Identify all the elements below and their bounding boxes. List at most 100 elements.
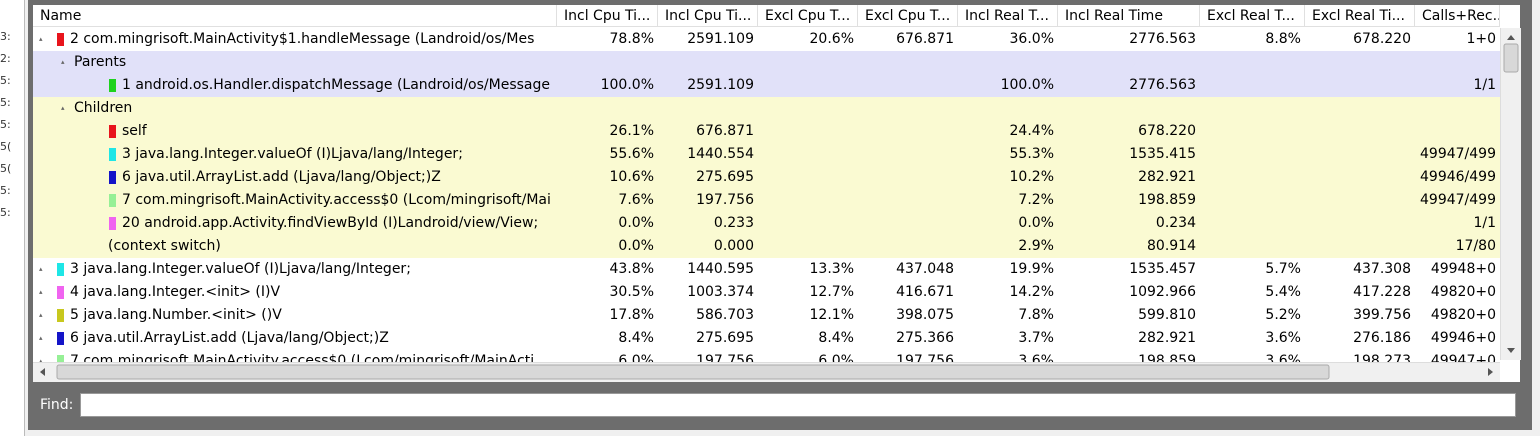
table-row[interactable]: 3 java.lang.Integer.valueOf (I)Ljava/lan… (33, 143, 1500, 166)
expander[interactable]: ▴ (39, 357, 43, 365)
cell-value: 17/80 (1455, 238, 1496, 254)
table-row[interactable]: ▴ 2 com.mingrisoft.MainActivity$1.handleM… (33, 28, 1500, 51)
color-swatch (109, 217, 116, 230)
scrollbar-graphics (40, 364, 1493, 380)
cell-value: 3.6% (1265, 330, 1301, 346)
color-swatch (109, 79, 116, 92)
cell-value: 30.5% (609, 284, 654, 300)
color-swatch (109, 194, 116, 207)
table-row[interactable]: ▴ 5 java.lang.Number.<init> ()V 17.8% 586.7… (33, 304, 1500, 327)
column-header[interactable]: Incl Cpu Ti... (658, 5, 758, 27)
cell-value: 19.9% (1009, 261, 1054, 277)
column-header[interactable]: Incl Cpu Ti... (557, 5, 658, 27)
gutter-text: 5( (0, 140, 12, 153)
cell-value: 2591.109 (687, 31, 754, 47)
cell-value: 10.2% (1009, 169, 1054, 185)
expander[interactable]: ▴ (39, 311, 43, 319)
cell-value: 1/1 (1473, 77, 1496, 93)
column-header[interactable]: Excl Cpu T... (858, 5, 958, 27)
cell-value: 282.921 (1138, 169, 1196, 185)
scrollbar-graphics (1503, 35, 1519, 353)
cell-value: 2776.563 (1129, 31, 1196, 47)
cell-value: 1003.374 (687, 284, 754, 300)
table-row[interactable]: 1 android.os.Handler.dispatchMessage (La… (33, 74, 1500, 97)
color-swatch (57, 263, 64, 276)
cell-value: 0.0% (618, 238, 654, 254)
column-header[interactable]: Calls+Rec... (1415, 5, 1500, 27)
column-header[interactable]: Incl Real T... (958, 5, 1058, 27)
cell-value: 49820+0 (1430, 307, 1496, 323)
table-row[interactable]: ▴ 3 java.lang.Integer.valueOf (I)Ljava/la… (33, 258, 1500, 281)
scroll-down-arrow[interactable] (1507, 348, 1515, 353)
cell-value: 1440.595 (687, 261, 754, 277)
scroll-up-arrow[interactable] (1507, 35, 1515, 40)
method-name: 3 java.lang.Integer.valueOf (I)Ljava/lan… (70, 261, 411, 277)
expander[interactable]: ▴ (61, 104, 65, 112)
method-name: 20 android.app.Activity.findViewById (I)… (122, 215, 539, 231)
column-header[interactable]: Excl Real Ti... (1305, 5, 1415, 27)
expander[interactable]: ▴ (39, 35, 43, 43)
cell-value: 8.4% (818, 330, 854, 346)
gutter-text: 5: (0, 96, 11, 109)
cell-value: 678.220 (1353, 31, 1411, 47)
scroll-thumb[interactable] (56, 364, 1330, 380)
expander[interactable]: ▴ (61, 58, 65, 66)
cell-value: 36.0% (1009, 31, 1054, 47)
cell-value: 275.366 (896, 330, 954, 346)
method-name: 5 java.lang.Number.<init> ()V (70, 307, 282, 323)
scroll-right-arrow[interactable] (1488, 368, 1493, 376)
cell-value: 49820+0 (1430, 284, 1496, 300)
table-row[interactable]: ▴ Parents (33, 51, 1500, 74)
expander[interactable]: ▴ (39, 288, 43, 296)
scroll-left-arrow[interactable] (40, 368, 45, 376)
cell-value: 12.1% (809, 307, 854, 323)
method-name: 7 com.mingrisoft.MainActivity.access$0 (… (122, 192, 551, 208)
cell-value: 0.000 (713, 238, 754, 254)
cell-value: 1535.457 (1129, 261, 1196, 277)
table-row[interactable]: 7 com.mingrisoft.MainActivity.access$0 (… (33, 189, 1500, 212)
color-swatch (109, 125, 116, 138)
table-row[interactable]: (context switch) 0.0% 0.000 2.9% 80.914 17/80 (33, 235, 1500, 258)
column-header[interactable]: Excl Real T... (1200, 5, 1305, 27)
table-row[interactable]: self 26.1% 676.871 24.4% 678.220 (33, 120, 1500, 143)
method-name: 6 java.util.ArrayList.add (Ljava/lang/Ob… (122, 169, 441, 185)
method-name: 2 com.mingrisoft.MainActivity$1.handleMe… (70, 31, 535, 47)
column-header[interactable]: Excl Cpu T... (758, 5, 858, 27)
table-row[interactable]: ▴ 6 java.util.ArrayList.add (Ljava/lang/O… (33, 327, 1500, 350)
cell-value: 1092.966 (1129, 284, 1196, 300)
gutter-text: 5: (0, 206, 11, 219)
find-input[interactable] (80, 393, 1516, 417)
cell-value: 12.7% (809, 284, 854, 300)
vertical-scrollbar[interactable] (1500, 28, 1521, 360)
cell-value: 437.308 (1353, 261, 1411, 277)
column-header[interactable]: Name (33, 5, 557, 27)
cell-value: 0.0% (1018, 215, 1054, 231)
cell-value: 276.186 (1353, 330, 1411, 346)
method-name: 4 java.lang.Integer.<init> (I)V (70, 284, 281, 300)
cell-value: 1535.415 (1129, 146, 1196, 162)
gutter-text: 2: (0, 52, 11, 65)
color-swatch (109, 171, 116, 184)
table-row[interactable]: 6 java.util.ArrayList.add (Ljava/lang/Ob… (33, 166, 1500, 189)
cell-value: 0.0% (618, 215, 654, 231)
scroll-thumb[interactable] (1503, 43, 1519, 73)
horizontal-scrollbar[interactable] (33, 362, 1500, 382)
cell-value: 8.4% (618, 330, 654, 346)
column-header[interactable]: Incl Real Time (1058, 5, 1200, 27)
cell-value: 275.695 (696, 169, 754, 185)
cell-value: 275.695 (696, 330, 754, 346)
table-row[interactable]: 20 android.app.Activity.findViewById (I)… (33, 212, 1500, 235)
table-row[interactable]: ▴ Children (33, 97, 1500, 120)
cell-value: 80.914 (1147, 238, 1196, 254)
method-name: 1 android.os.Handler.dispatchMessage (La… (122, 77, 550, 93)
cell-value: 100.0% (600, 77, 654, 93)
cell-value: 1440.554 (687, 146, 754, 162)
expander[interactable]: ▴ (39, 265, 43, 273)
expander[interactable]: ▴ (39, 334, 43, 342)
color-swatch (57, 355, 64, 368)
cell-value: 678.220 (1138, 123, 1196, 139)
cell-value: 14.2% (1009, 284, 1054, 300)
cell-value: 7.2% (1018, 192, 1054, 208)
color-swatch (57, 309, 64, 322)
table-row[interactable]: ▴ 4 java.lang.Integer.<init> (I)V 30.5% 100… (33, 281, 1500, 304)
